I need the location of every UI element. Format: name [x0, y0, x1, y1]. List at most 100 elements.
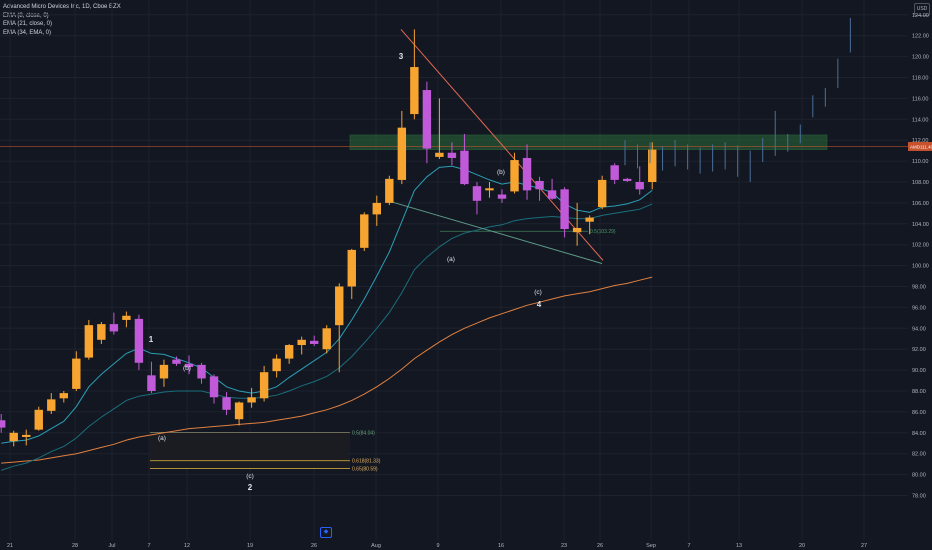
candle-body [84, 325, 94, 358]
candle-body [610, 165, 619, 180]
candle-body [0, 420, 6, 428]
time-axis-label: 12 [184, 543, 190, 549]
fib-zone [150, 432, 350, 469]
price-axis-label: 92.00 [912, 347, 926, 353]
candle-body [572, 227, 582, 233]
wave-label: 2 [248, 483, 253, 492]
candle-body [34, 409, 43, 430]
fib-label: 0.5(103.29) [590, 229, 616, 235]
fib-label: 0.65(80.59) [352, 466, 378, 472]
candle-body [397, 127, 407, 180]
candle-body [522, 157, 532, 191]
wave-label: 3 [399, 52, 404, 61]
candle-body [335, 286, 344, 326]
time-axis-label: Aug [371, 543, 381, 549]
legend-ema8[interactable]: EMA (8, close, 0) [3, 12, 49, 19]
candle-body [535, 180, 544, 190]
wave-label: (b) [183, 365, 191, 372]
candle-body [222, 397, 231, 410]
wave-label: (a) [447, 256, 455, 263]
wave-label: (c) [534, 289, 542, 296]
candle-body [422, 90, 432, 149]
price-axis-label: 104.00 [912, 222, 929, 228]
candle-body [109, 324, 119, 332]
time-axis-label: 13 [736, 543, 742, 549]
candle-body [184, 363, 194, 367]
price-axis-label: 112.00 [912, 138, 928, 144]
time-axis-label: 19 [247, 543, 253, 549]
wave-label: 4 [537, 300, 542, 309]
candle-body [372, 202, 381, 215]
time-axis-label: Jul [108, 543, 115, 549]
price-axis-label: 84.00 [912, 431, 926, 437]
time-axis-label: 23 [561, 543, 567, 549]
wave-label: (c) [246, 473, 254, 480]
candle-body [134, 318, 144, 363]
last-price-symbol: AMD [910, 144, 921, 149]
candle-body [410, 67, 419, 115]
price-axis-label: 100.00 [912, 264, 929, 270]
candle-body [547, 190, 557, 199]
candle-body [635, 182, 644, 190]
candle-body [234, 402, 244, 420]
price-axis-label: 94.00 [912, 326, 926, 332]
candle-body [97, 324, 106, 340]
last-price-badge [908, 141, 932, 151]
price-axis-label: 124.00 [912, 13, 929, 19]
legend: Advanced Micro Devices Inc, 1D, Cboe BZX… [3, 3, 121, 37]
candle-body [310, 340, 319, 344]
price-axis-label: 78.00 [912, 494, 926, 500]
time-axis-label: Sep [646, 543, 656, 549]
candle-body [284, 345, 294, 359]
price-axis-label: 118.00 [912, 76, 928, 82]
fib-label: 0.5(84.04) [352, 430, 375, 436]
legend-ema21[interactable]: EMA (21, close, 0) [3, 21, 53, 27]
candle-body [497, 194, 507, 199]
candle-body [209, 376, 219, 398]
candle-body [247, 397, 256, 403]
time-axis-label: 7 [687, 543, 690, 549]
candle-body [322, 328, 331, 350]
trendline-lower [387, 200, 603, 264]
candles [0, 29, 657, 447]
price-axis-label: 116.00 [912, 96, 928, 102]
candle-body [159, 364, 169, 379]
grid-lines [0, 0, 908, 540]
price-axis-label: 88.00 [912, 389, 926, 395]
price-axis-label: 90.00 [912, 368, 926, 374]
price-axis-label: 98.00 [912, 285, 926, 291]
candle-body [472, 186, 482, 201]
candle-body [485, 188, 494, 191]
legend-symbol[interactable]: Advanced Micro Devices Inc, 1D, Cboe BZX [3, 4, 121, 10]
projection-bars [624, 17, 851, 182]
price-axis-label: 102.00 [912, 243, 929, 249]
price-axis-label: 114.00 [912, 117, 928, 123]
price-axis-label: 110.00 [912, 159, 928, 165]
candle-body [447, 152, 457, 158]
wave-label: 1 [149, 335, 154, 344]
candle-body [59, 393, 68, 399]
candle-body [72, 358, 81, 389]
candle-body [47, 399, 56, 411]
candle-body [510, 160, 519, 192]
ema21-line [1, 203, 653, 471]
candle-body [560, 189, 569, 230]
price-axis-label: 86.00 [912, 410, 926, 416]
resistance-zone [349, 134, 828, 150]
candle-body [297, 339, 306, 346]
time-axis-label: 21 [7, 543, 13, 549]
candle-body [585, 217, 594, 222]
time-axis-label: 26 [597, 543, 603, 549]
legend-ema34[interactable]: EMA (34, EMA, 0) [3, 29, 52, 36]
candle-body [460, 150, 469, 185]
candle-body [9, 432, 18, 442]
candle-body [385, 178, 394, 203]
price-axis-label: 96.00 [912, 305, 926, 311]
last-price-value: 111.40 [920, 144, 932, 149]
candle-body [360, 214, 369, 248]
wave-label: (a) [158, 435, 166, 442]
tradingview-logo-icon[interactable]: ◆ [320, 527, 332, 538]
currency-button[interactable]: USD [914, 3, 930, 16]
candle-body [22, 434, 31, 437]
